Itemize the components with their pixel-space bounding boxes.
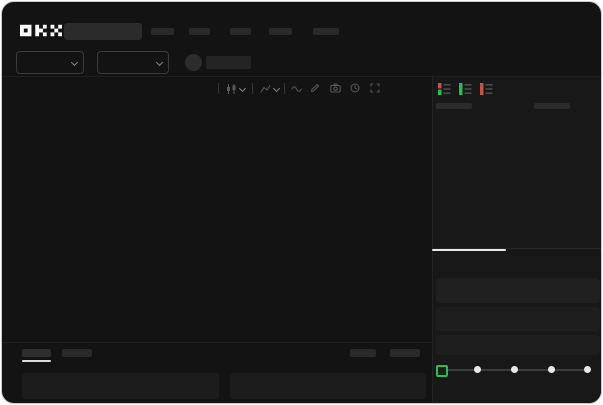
price-chart-svg[interactable]: [22, 98, 432, 336]
slider-stop[interactable]: [511, 366, 518, 373]
orders-panel-placeholder: [22, 373, 219, 399]
price-field[interactable]: [436, 278, 600, 303]
chevron-down-icon: [70, 58, 79, 67]
okx-logo: [20, 24, 62, 42]
buy-submit-button[interactable]: [436, 383, 599, 401]
history-panel-placeholder: [230, 373, 426, 399]
chevron-down-icon[interactable]: [272, 84, 281, 93]
last-price-indicator[interactable]: [436, 185, 470, 197]
indicators-button[interactable]: [257, 83, 273, 94]
fullscreen-icon[interactable]: [368, 82, 382, 94]
search-input[interactable]: [64, 23, 142, 40]
nav-item-1[interactable]: [151, 28, 174, 35]
amount-field[interactable]: [436, 307, 600, 331]
bottom-tab-active-indicator: [22, 360, 51, 362]
slider-stop[interactable]: [474, 366, 481, 373]
slider-stop[interactable]: [548, 366, 555, 373]
pair-title-placeholder: [206, 56, 251, 69]
book-sells-icon[interactable]: [480, 82, 493, 100]
book-split-icon[interactable]: [438, 82, 451, 100]
book-col-header-amount: [534, 103, 570, 109]
pair-selector[interactable]: [97, 51, 169, 74]
tab-active-indicator: [432, 249, 506, 251]
draw-icon[interactable]: [308, 82, 322, 94]
bottom-action-1[interactable]: [350, 349, 376, 357]
bottom-tab-1[interactable]: [22, 349, 51, 357]
nav-item-2[interactable]: [189, 28, 210, 35]
wave-icon[interactable]: [290, 83, 304, 94]
market-type-selector[interactable]: [16, 51, 84, 74]
chevron-down-icon[interactable]: [238, 84, 247, 93]
chevron-down-icon: [155, 58, 164, 67]
nav-item-5[interactable]: [313, 28, 339, 35]
camera-icon[interactable]: [328, 82, 342, 94]
bottom-tab-2[interactable]: [62, 349, 92, 357]
percent-slider[interactable]: [436, 365, 591, 377]
tab-sell[interactable]: [517, 249, 601, 271]
book-col-header-price: [436, 103, 472, 109]
candle-type-button[interactable]: [223, 83, 239, 94]
total-field[interactable]: [436, 335, 600, 355]
coin-icon: [185, 54, 202, 71]
nav-item-3[interactable]: [230, 28, 251, 35]
book-buys-icon[interactable]: [459, 82, 472, 100]
bottom-action-2[interactable]: [390, 349, 420, 357]
tab-buy[interactable]: [432, 249, 517, 271]
nav-item-4[interactable]: [269, 28, 292, 35]
slider-stop[interactable]: [584, 366, 591, 373]
clock-icon[interactable]: [348, 82, 362, 94]
slider-handle[interactable]: [436, 365, 448, 377]
